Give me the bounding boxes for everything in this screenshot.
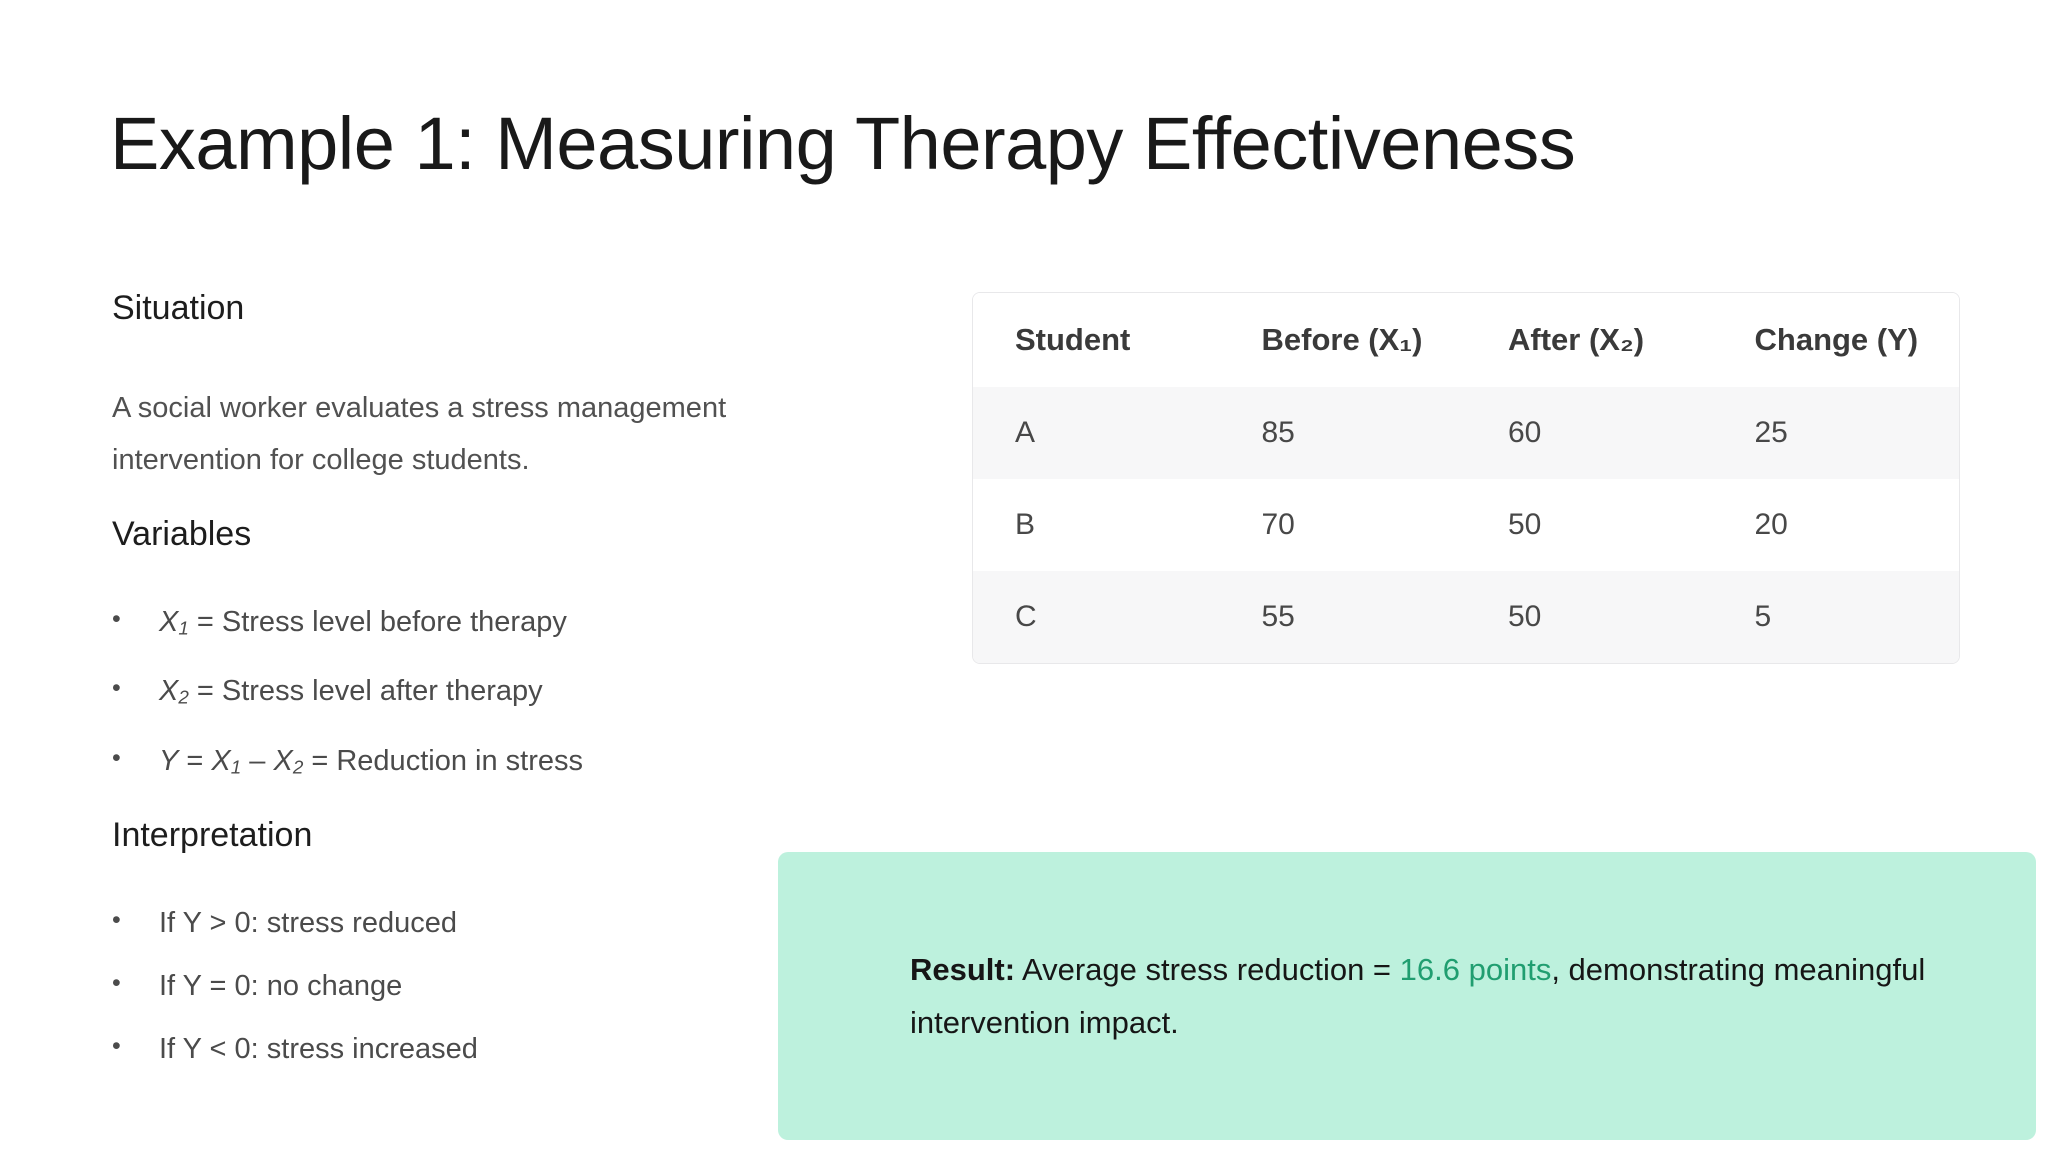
table-cell: 50 bbox=[1508, 508, 1542, 541]
interpretation-heading: Interpretation bbox=[112, 816, 313, 855]
list-item: • Y = X1 – X2 = Reduction in stress bbox=[112, 744, 802, 784]
variable-definition: X2 = Stress level after therapy bbox=[159, 675, 543, 708]
table-header-cell: After (X₂) bbox=[1508, 322, 1645, 357]
table-cell: 55 bbox=[1261, 600, 1295, 633]
students-table: Student Before (X₁) After (X₂) Change (Y… bbox=[972, 292, 1960, 664]
table-cell: 60 bbox=[1508, 416, 1542, 449]
table-cell: 20 bbox=[1754, 508, 1788, 541]
bullet-icon: • bbox=[112, 906, 121, 935]
table-cell: 5 bbox=[1754, 600, 1772, 633]
list-item: • X1 = Stress level before therapy bbox=[112, 605, 802, 645]
result-text: Result: Average stress reduction = 16.6 … bbox=[910, 952, 1926, 1040]
left-column: Situation A social worker evaluates a st… bbox=[112, 286, 802, 1095]
table-header-row: Student Before (X₁) After (X₂) Change (Y… bbox=[973, 293, 1959, 387]
table-header-cell: Student bbox=[1015, 322, 1131, 357]
list-item: • If Y < 0: stress increased bbox=[112, 1032, 802, 1066]
table-cell: B bbox=[1015, 508, 1036, 541]
variables-heading: Variables bbox=[112, 515, 252, 553]
table-header-cell: Before (X₁) bbox=[1261, 322, 1423, 357]
interpretation-rule: If Y > 0: stress reduced bbox=[159, 907, 457, 940]
bullet-icon: • bbox=[112, 1032, 121, 1061]
table-cell: 85 bbox=[1261, 416, 1295, 449]
table-row: C 55 50 5 bbox=[973, 571, 1959, 663]
bullet-icon: • bbox=[112, 605, 121, 633]
bullet-icon: • bbox=[112, 674, 121, 703]
interpretation-list: • If Y > 0: stress reduced • If Y = 0: n… bbox=[112, 906, 802, 1066]
bullet-icon: • bbox=[112, 743, 121, 772]
list-item: • If Y > 0: stress reduced bbox=[112, 906, 802, 940]
list-item: • X2 = Stress level after therapy bbox=[112, 674, 802, 714]
slide-title: Example 1: Measuring Therapy Effectivene… bbox=[110, 102, 1576, 185]
table-cell: 70 bbox=[1261, 508, 1295, 541]
table-cell: 25 bbox=[1754, 416, 1788, 449]
table-cell: 50 bbox=[1508, 600, 1542, 633]
table-cell: C bbox=[1015, 600, 1037, 633]
table-cell: A bbox=[1015, 416, 1036, 449]
situation-heading: Situation bbox=[112, 289, 245, 327]
variable-definition: X1 = Stress level before therapy bbox=[159, 606, 567, 639]
interpretation-rule: If Y = 0: no change bbox=[159, 970, 403, 1003]
bullet-icon: • bbox=[112, 969, 121, 998]
situation-body: A social worker evaluates a stress manag… bbox=[112, 392, 727, 476]
table-header-cell: Change (Y) bbox=[1754, 322, 1919, 357]
interpretation-rule: If Y < 0: stress increased bbox=[159, 1033, 478, 1066]
variable-definition: Y = X1 – X2 = Reduction in stress bbox=[159, 744, 583, 778]
table-row: A 85 60 25 bbox=[973, 387, 1959, 479]
table-row: B 70 50 20 bbox=[973, 479, 1959, 571]
list-item: • If Y = 0: no change bbox=[112, 969, 802, 1003]
result-box: Result: Average stress reduction = 16.6 … bbox=[778, 852, 2036, 1140]
variables-list: • X1 = Stress level before therapy • X2 … bbox=[112, 605, 802, 784]
